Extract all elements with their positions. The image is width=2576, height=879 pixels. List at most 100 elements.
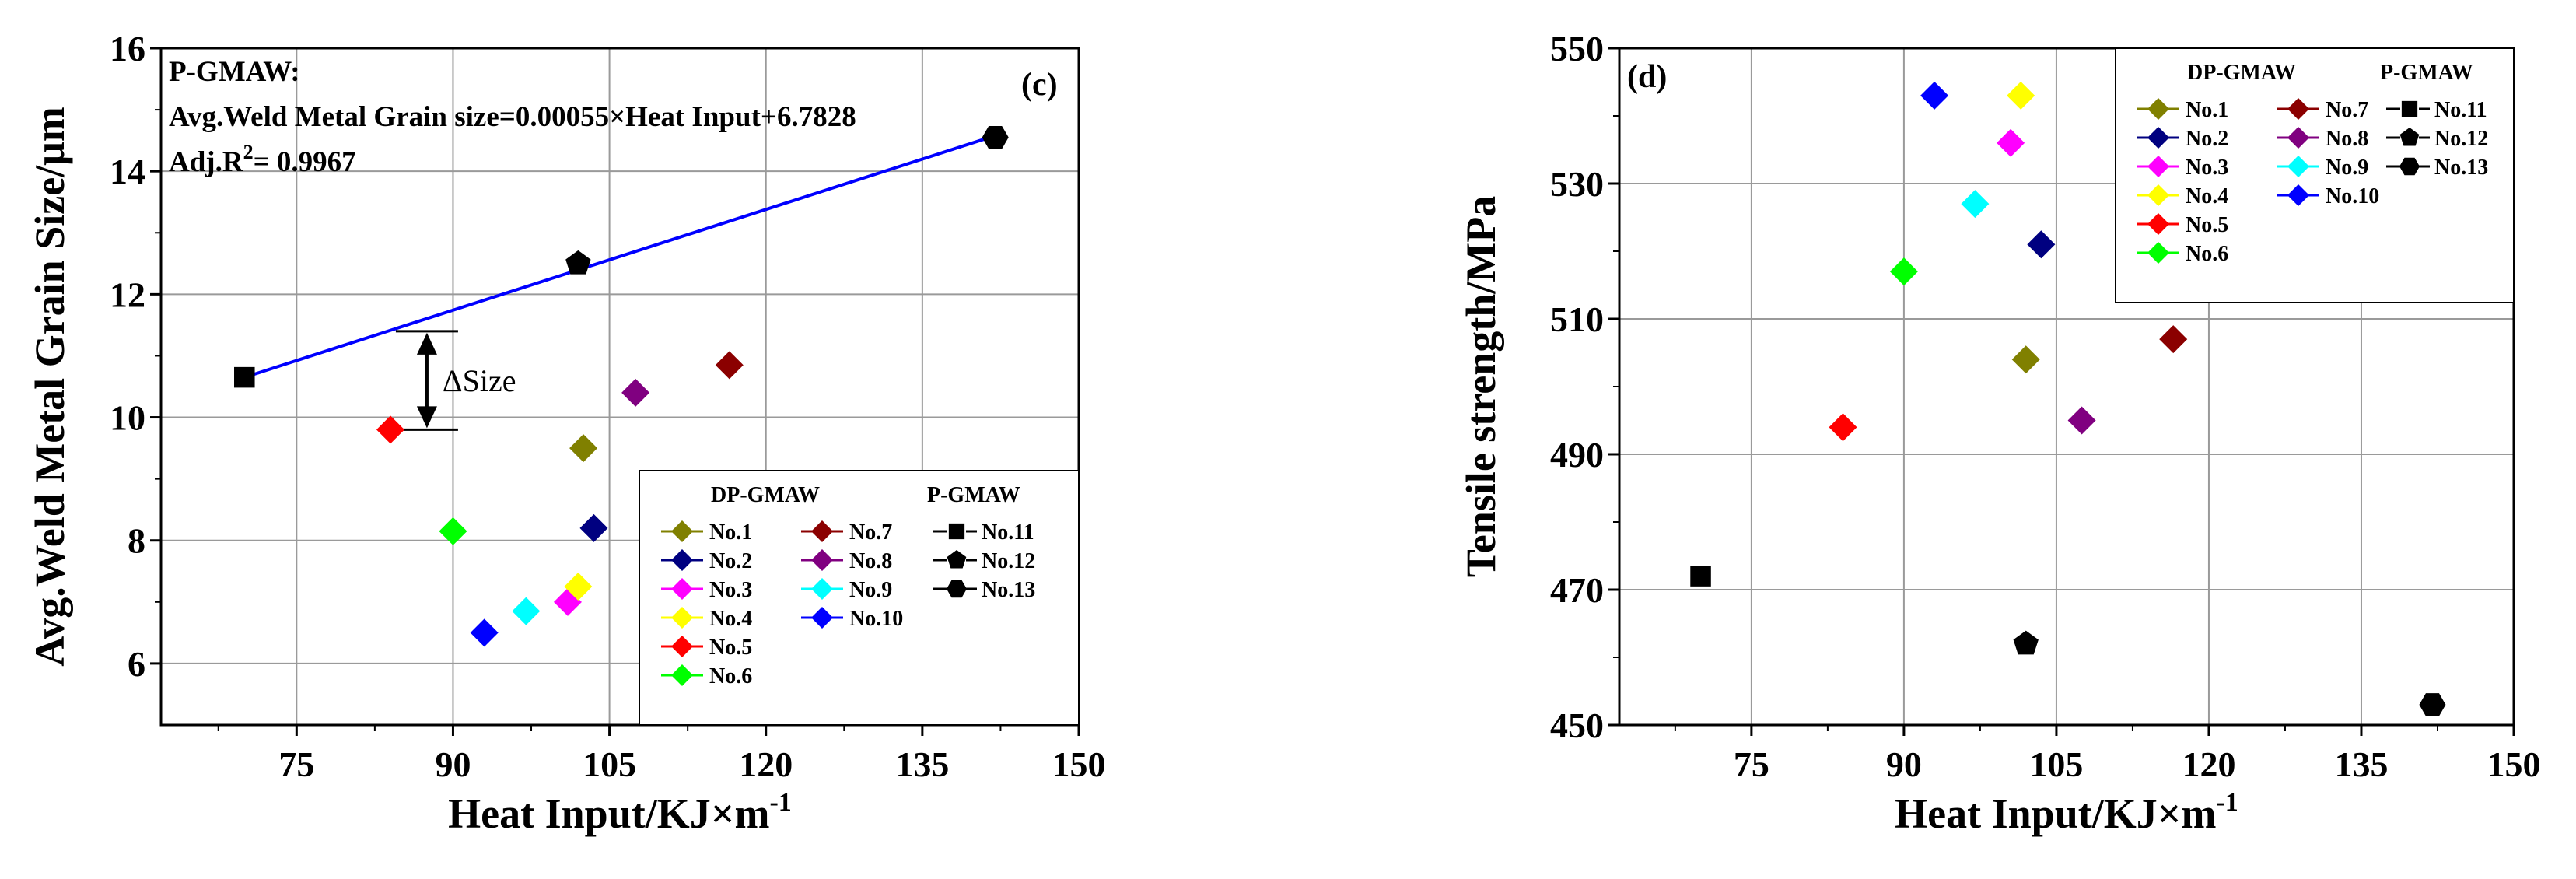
legend-label: No.7 [849, 520, 892, 545]
point-no7 [2159, 325, 2188, 354]
legend-label: No.5 [2186, 213, 2228, 237]
legend-marker [2147, 242, 2169, 264]
point-no2 [2027, 230, 2056, 259]
legend-item-no7: No.7 [2277, 98, 2368, 122]
legend-item-no2: No.2 [2137, 127, 2228, 151]
legend-label: No.1 [2186, 98, 2228, 122]
legend-item-no8: No.8 [801, 549, 892, 573]
legend-label: No.3 [2186, 156, 2228, 180]
data-points [1690, 81, 2446, 716]
x-tick-label: 90 [435, 744, 471, 784]
legend-marker [811, 549, 833, 571]
y-tick-label: 550 [1550, 29, 1604, 68]
point-no6 [1889, 257, 1918, 286]
y-tick-label: 530 [1550, 164, 1604, 204]
legend-label: No.12 [2434, 127, 2488, 151]
point-no8 [621, 378, 650, 407]
legend-item-no3: No.3 [661, 578, 752, 602]
legend-marker [947, 580, 967, 598]
legend-item-no4: No.4 [661, 607, 752, 631]
point-no5 [1829, 413, 1857, 442]
legend-label: No.7 [2326, 98, 2368, 122]
legend-item-no5: No.5 [2137, 213, 2228, 237]
legend-item-no4: No.4 [2137, 184, 2228, 208]
annotation-r2-sup: 2 [243, 141, 254, 163]
x-axis-label-superscript: -1 [769, 788, 791, 817]
x-axis: 75 90 105 120 135 150 [1674, 725, 2541, 784]
legend-label: No.2 [709, 549, 752, 573]
legend-marker [671, 549, 693, 571]
point-no11 [1690, 566, 1711, 587]
legend-label: No.11 [2434, 98, 2487, 122]
legend: DP-GMAW P-GMAW No.1 No.2 No.3 No.4 No.5 No.6 No.… [2115, 47, 2515, 303]
y-tick-label: 12 [110, 275, 145, 314]
legend-label: No.13 [2434, 156, 2488, 180]
x-axis-label-superscript: -1 [2216, 788, 2238, 817]
chart-panel-c: 75 90 105 120 135 150 6 8 10 12 14 16 Heat Input/KJ×… [26, 29, 1106, 837]
legend-item-no10: No.10 [801, 607, 903, 631]
legend-item-no13: No.13 [933, 578, 1035, 602]
legend-marker [948, 523, 965, 540]
legend-marker [671, 636, 693, 657]
point-no1 [569, 434, 598, 463]
legend-label: No.6 [2186, 242, 2228, 266]
legend-item-no6: No.6 [661, 664, 752, 688]
legend-marker [811, 607, 833, 629]
legend-item-no9: No.9 [801, 578, 892, 602]
y-axis-label: Tensile strength/MPa [1458, 196, 1504, 578]
y-axis: 6 8 10 12 14 16 [110, 29, 161, 684]
x-axis-label: Heat Input/KJ×m-1 [448, 788, 792, 837]
legend-item-no1: No.1 [661, 520, 752, 545]
x-tick-label: 120 [2182, 744, 2235, 784]
x-tick-label: 150 [1052, 744, 1106, 784]
legend-box [639, 470, 1080, 726]
legend-marker [2147, 156, 2169, 177]
point-no2 [579, 513, 608, 542]
x-tick-label: 120 [739, 744, 793, 784]
legend-marker [2147, 98, 2169, 120]
gridlines [161, 48, 1079, 725]
legend-marker [2147, 184, 2169, 206]
legend-item-no2: No.2 [661, 549, 752, 573]
legend-label: No.4 [2186, 184, 2228, 208]
point-no8 [2067, 406, 2096, 435]
plot-frame [159, 47, 1080, 727]
legend-label: No.10 [2326, 184, 2379, 208]
legend-marker [811, 520, 833, 542]
x-axis-label-text: Heat Input/KJ×m [448, 790, 769, 837]
point-no13 [982, 125, 1009, 149]
legend-item-no12: No.12 [933, 549, 1035, 573]
legend-item-no5: No.5 [661, 636, 752, 660]
legend-title-p: P-GMAW [2380, 61, 2473, 85]
legend-label: No.6 [709, 664, 752, 688]
legend-marker [2287, 156, 2309, 177]
point-no12 [565, 250, 591, 275]
legend-label: No.10 [849, 607, 903, 631]
legend-marker [2287, 184, 2309, 206]
legend-item-no3: No.3 [2137, 156, 2228, 180]
point-no9 [512, 597, 541, 625]
legend-item-no8: No.8 [2277, 127, 2368, 151]
x-tick-label: 150 [2487, 744, 2541, 784]
x-axis-label: Heat Input/KJ×m-1 [1895, 788, 2238, 837]
legend: DP-GMAW P-GMAW No.1 No.2 No.3 No.4 No.5 No.6 No.… [639, 470, 1080, 726]
point-no12 [2013, 630, 2039, 655]
y-tick-label: 470 [1550, 570, 1604, 610]
legend-marker [947, 550, 967, 569]
point-no3 [1997, 128, 2025, 157]
annotation-equation: Avg.Weld Metal Grain size=0.00055×Heat I… [169, 101, 856, 133]
legend-item-no1: No.1 [2137, 98, 2228, 122]
y-axis: 450 470 490 510 530 550 [1550, 29, 1619, 745]
y-tick-label: 510 [1550, 299, 1604, 339]
point-no6 [439, 517, 467, 545]
legend-marker [671, 578, 693, 600]
delta-size-label: ΔSize [443, 363, 516, 398]
panel-label: (d) [1627, 59, 1667, 95]
legend-label: No.1 [709, 520, 752, 545]
point-no10 [1920, 81, 1949, 110]
x-tick-label: 135 [895, 744, 949, 784]
y-tick-label: 8 [128, 521, 145, 561]
legend-item-no11: No.11 [2386, 98, 2487, 122]
legend-item-no10: No.10 [2277, 184, 2379, 208]
